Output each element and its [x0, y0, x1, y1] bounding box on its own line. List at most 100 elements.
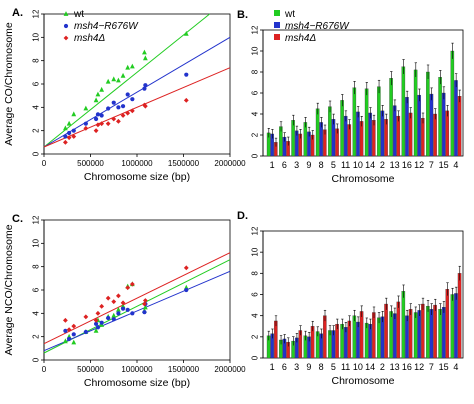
bar: [364, 322, 369, 359]
bar: [274, 320, 278, 359]
legend-marker: [63, 11, 69, 16]
data-point: [71, 128, 76, 133]
category-label: 7: [429, 160, 434, 170]
data-point: [83, 314, 89, 320]
data-point: [142, 49, 147, 55]
x-axis-title: Chromosome: [331, 375, 394, 387]
bar: [445, 110, 450, 157]
category-label: 2: [380, 160, 385, 170]
category-label: 1: [270, 160, 275, 170]
data-point: [111, 116, 117, 122]
data-point: [71, 332, 76, 337]
bar: [389, 78, 393, 157]
data-point: [66, 327, 72, 333]
category-label: 1: [270, 362, 275, 372]
data-point: [95, 91, 101, 97]
bar: [396, 301, 401, 359]
bar: [352, 87, 357, 157]
y-tick-label: 0: [32, 151, 41, 156]
panel-label: B.: [237, 9, 248, 21]
data-point: [71, 339, 77, 345]
category-label: 14: [365, 160, 375, 170]
category-label: 13: [390, 160, 400, 170]
data-point: [106, 106, 111, 111]
data-point: [142, 103, 148, 109]
legend-swatch: [274, 10, 280, 16]
bar: [291, 120, 295, 157]
data-point: [99, 86, 105, 92]
y-tick-label: 10: [251, 46, 260, 55]
x-tick-label: 500000: [77, 365, 104, 374]
bar: [319, 122, 323, 157]
bar: [340, 323, 344, 359]
bar: [438, 77, 442, 157]
bar: [417, 94, 421, 157]
y-tick-label: 4: [251, 313, 260, 318]
bar: [421, 303, 425, 359]
y-tick-label: 4: [32, 105, 41, 110]
data-point: [105, 121, 111, 127]
bar: [372, 120, 376, 157]
data-point: [184, 72, 189, 77]
data-point: [142, 86, 147, 91]
y-tick-label: 12: [251, 226, 260, 235]
bar: [356, 321, 360, 359]
y-tick-label: 2: [32, 128, 41, 133]
bar: [392, 313, 397, 359]
data-point: [105, 78, 111, 84]
x-tick-label: 1500000: [168, 159, 200, 168]
data-point: [120, 104, 126, 109]
data-point: [129, 108, 135, 114]
data-point: [125, 92, 130, 97]
bar: [433, 113, 437, 157]
data-point: [93, 327, 99, 333]
y-tick-label: 2: [251, 132, 260, 137]
y-tick-label: 12: [32, 9, 41, 18]
data-point: [99, 320, 104, 325]
data-point: [143, 83, 148, 88]
category-label: 10: [353, 160, 363, 170]
data-point: [125, 307, 130, 312]
data-point: [129, 63, 135, 69]
bar: [323, 315, 327, 359]
bar: [426, 305, 430, 359]
bar: [417, 310, 421, 359]
bar: [421, 118, 425, 157]
y-tick-label: 10: [32, 32, 41, 41]
category-label: 12: [414, 362, 424, 372]
category-label: 15: [439, 362, 449, 372]
data-point: [99, 113, 104, 118]
data-point: [125, 285, 131, 291]
category-label: 3: [294, 160, 299, 170]
data-point: [71, 111, 77, 117]
category-label: 7: [429, 362, 434, 372]
panel-label: C.: [12, 213, 23, 225]
data-point: [106, 315, 111, 321]
category-label: 12: [414, 160, 424, 170]
bar: [359, 121, 364, 157]
bar: [401, 291, 406, 359]
bar: [392, 105, 397, 157]
bar: [380, 110, 385, 157]
data-point: [130, 311, 135, 316]
data-point: [120, 113, 126, 118]
bar: [328, 106, 332, 157]
bar: [441, 307, 446, 359]
data-point: [111, 299, 117, 305]
y-tick-label: 4: [32, 311, 41, 316]
y-axis-title: Average NCO/Chromosome: [3, 224, 15, 355]
bar: [303, 122, 308, 157]
data-point: [71, 134, 77, 139]
y-tick-label: 8: [251, 271, 260, 276]
fit-line: [43, 252, 231, 345]
scatter-panel-a: 0 500000 1000000 1500000 2000000 0 2 4 6 8 10 12 Chr…: [3, 7, 246, 183]
x-axis-title: Chromosome size (bp): [84, 171, 190, 183]
bar: [429, 93, 434, 157]
data-point: [116, 118, 121, 124]
category-label: 6: [282, 362, 287, 372]
data-point: [66, 135, 72, 141]
bar: [408, 112, 413, 157]
data-point: [116, 306, 121, 312]
bar: [347, 320, 352, 359]
